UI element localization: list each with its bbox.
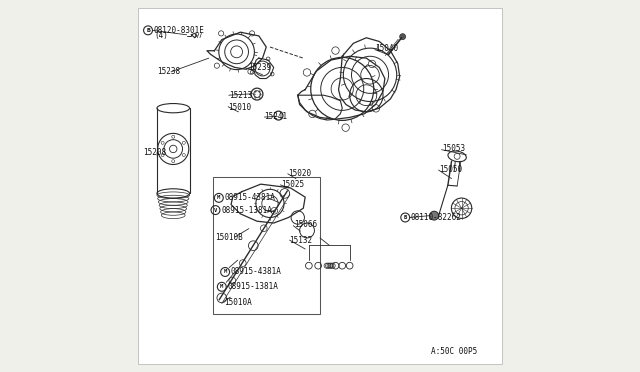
Text: 15010B: 15010B	[216, 233, 243, 243]
Text: B: B	[146, 28, 150, 33]
Text: 15010A: 15010A	[223, 298, 252, 307]
Text: 15066: 15066	[294, 221, 317, 230]
Text: 08120-8301E: 08120-8301E	[154, 26, 205, 35]
Text: 15040: 15040	[376, 44, 399, 53]
Text: 08110-82262: 08110-82262	[411, 213, 461, 222]
Text: 15241: 15241	[264, 112, 287, 121]
Text: M: M	[217, 195, 220, 201]
Text: (4): (4)	[154, 31, 168, 41]
Text: M: M	[223, 269, 227, 275]
Text: 15132: 15132	[290, 236, 313, 246]
Text: 08915-1381A: 08915-1381A	[221, 206, 272, 215]
Text: 15053: 15053	[442, 144, 465, 153]
Text: M: M	[220, 284, 223, 289]
Text: 15010: 15010	[228, 103, 252, 112]
Text: 08915-1381A: 08915-1381A	[227, 282, 278, 291]
Text: 08915-4381A: 08915-4381A	[230, 267, 282, 276]
Text: V: V	[214, 208, 217, 212]
Text: 15050: 15050	[439, 165, 463, 174]
Circle shape	[429, 211, 438, 220]
Text: B: B	[404, 215, 407, 220]
Text: 15238: 15238	[157, 67, 180, 76]
Text: 15239: 15239	[248, 63, 271, 72]
Text: 15025: 15025	[281, 180, 304, 189]
Text: 15208: 15208	[143, 148, 166, 157]
Text: 08915-4381A: 08915-4381A	[225, 193, 275, 202]
Circle shape	[400, 34, 406, 39]
Text: A:50C 00P5: A:50C 00P5	[431, 347, 477, 356]
FancyBboxPatch shape	[138, 8, 502, 364]
Text: 15213: 15213	[230, 91, 253, 100]
Text: 15020: 15020	[289, 169, 312, 177]
